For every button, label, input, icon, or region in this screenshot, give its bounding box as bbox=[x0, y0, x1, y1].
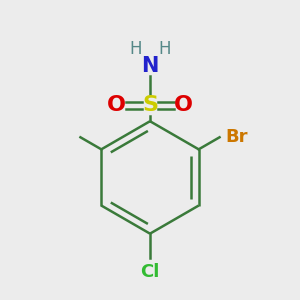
Text: Cl: Cl bbox=[140, 263, 160, 281]
Text: S: S bbox=[142, 95, 158, 115]
Text: O: O bbox=[107, 95, 126, 115]
Text: Br: Br bbox=[225, 128, 248, 146]
Text: H: H bbox=[129, 40, 142, 58]
Text: O: O bbox=[174, 95, 193, 115]
Text: H: H bbox=[158, 40, 171, 58]
Text: N: N bbox=[141, 56, 159, 76]
